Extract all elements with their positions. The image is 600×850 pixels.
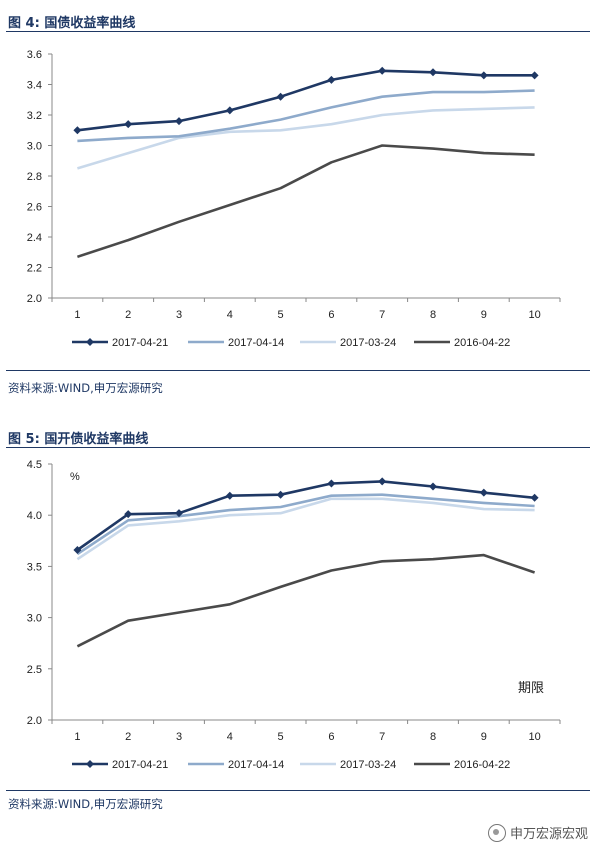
x-tick-label: 9 bbox=[481, 731, 487, 743]
figure-4-source: 资料来源:WIND,申万宏源研究 bbox=[8, 381, 163, 395]
data-point bbox=[175, 117, 183, 126]
watermark: 申万宏源宏观 bbox=[487, 823, 588, 842]
figure-5-bottom-rule bbox=[6, 790, 590, 791]
data-point bbox=[175, 509, 183, 518]
figure-4-bottom-rule bbox=[6, 370, 590, 371]
y-tick-label: 3.5 bbox=[27, 561, 42, 573]
y-tick-label: 3.0 bbox=[27, 613, 42, 625]
series-line-2017-03-24 bbox=[77, 106, 535, 170]
figure-5-rule bbox=[6, 447, 590, 448]
x-tick-label: 4 bbox=[227, 309, 233, 321]
data-point bbox=[378, 477, 387, 486]
x-tick-label: 2 bbox=[125, 309, 131, 321]
legend-label: 2017-03-24 bbox=[340, 759, 396, 771]
y-tick-label: 3.6 bbox=[27, 49, 42, 61]
y-tick-label: 3.2 bbox=[27, 110, 42, 122]
y-tick-label: 2.0 bbox=[27, 715, 42, 727]
wechat-icon bbox=[487, 823, 506, 842]
y-tick-label: 3.0 bbox=[27, 141, 42, 153]
legend-label: 2016-04-22 bbox=[454, 337, 510, 349]
figure-5-source: 资料来源:WIND,申万宏源研究 bbox=[8, 797, 163, 811]
x-tick-label: 3 bbox=[176, 731, 182, 743]
legend-marker bbox=[86, 338, 94, 346]
x-tick-label: 6 bbox=[328, 731, 334, 743]
y-tick-label: 2.6 bbox=[27, 202, 42, 214]
legend-marker bbox=[86, 760, 94, 768]
data-point bbox=[225, 106, 234, 115]
y-tick-label: 2.0 bbox=[27, 293, 42, 305]
legend-label: 2017-04-21 bbox=[112, 337, 168, 349]
figure-5-label: 图 5: bbox=[8, 432, 40, 447]
data-point bbox=[276, 92, 285, 101]
watermark-text: 申万宏源宏观 bbox=[509, 827, 588, 842]
data-point bbox=[429, 68, 437, 77]
data-point bbox=[327, 479, 336, 488]
x-tick-label: 7 bbox=[379, 309, 385, 321]
series-line-2017-04-14 bbox=[76, 493, 535, 556]
y-tick-label: 2.2 bbox=[27, 263, 42, 275]
data-point bbox=[73, 546, 82, 555]
figure-4-title: 图 4: 国债收益率曲线 bbox=[8, 12, 135, 31]
x-tick-label: 6 bbox=[328, 309, 334, 321]
cdb-yield-chart: 2.0 2.5 3.0 3.5 4.0 4.5 1 2 3 4 5 6 7 8 9 10% 期限 2017-04-… bbox=[27, 459, 561, 771]
legend-label: 2016-04-22 bbox=[454, 759, 510, 771]
series-line-2017-04-14 bbox=[77, 89, 535, 143]
series-line-2016-04-22 bbox=[76, 553, 536, 648]
x-tick-label: 1 bbox=[74, 731, 80, 743]
data-point bbox=[530, 493, 539, 502]
y-unit-label: % bbox=[70, 471, 80, 483]
data-point bbox=[225, 491, 234, 500]
data-point bbox=[378, 66, 387, 75]
data-point bbox=[479, 71, 488, 80]
axis-annotation: 期限 bbox=[518, 681, 544, 696]
data-point bbox=[327, 75, 336, 84]
x-tick-label: 3 bbox=[176, 309, 182, 321]
x-tick-label: 8 bbox=[430, 309, 436, 321]
series-line-2017-04-21 bbox=[77, 69, 535, 132]
data-point bbox=[429, 482, 437, 491]
data-point bbox=[124, 120, 133, 129]
series-line-2017-04-21 bbox=[76, 480, 535, 552]
series-line-2017-03-24 bbox=[76, 497, 535, 561]
x-tick-label: 8 bbox=[430, 731, 436, 743]
treasury-yield-chart: 2.0 2.2 2.4 2.6 2.8 3.0 3.2 3.4 3.6 1 2 3 4 5 6 7 8 9 10 20… bbox=[27, 49, 561, 349]
x-tick-label: 5 bbox=[278, 309, 284, 321]
data-point bbox=[479, 488, 488, 497]
legend-label: 2017-04-14 bbox=[228, 337, 284, 349]
figure-4-label: 图 4: bbox=[8, 16, 40, 31]
y-tick-label: 4.5 bbox=[27, 459, 42, 471]
figure-5-title: 图 5: 国开债收益率曲线 bbox=[8, 428, 148, 447]
x-tick-label: 9 bbox=[481, 309, 487, 321]
x-tick-label: 5 bbox=[278, 731, 284, 743]
series-line-2016-04-22 bbox=[76, 144, 535, 259]
legend-label: 2017-04-14 bbox=[228, 759, 284, 771]
data-point bbox=[276, 490, 285, 499]
data-point bbox=[124, 510, 133, 519]
figure-5-caption: 国开债收益率曲线 bbox=[44, 432, 149, 447]
figure-4-caption: 国债收益率曲线 bbox=[44, 16, 136, 31]
figure-4-rule bbox=[6, 31, 590, 32]
x-tick-label: 10 bbox=[528, 731, 540, 743]
y-tick-label: 3.4 bbox=[27, 80, 42, 92]
x-tick-label: 1 bbox=[74, 309, 80, 321]
legend-label: 2017-03-24 bbox=[340, 337, 396, 349]
x-tick-label: 2 bbox=[125, 731, 131, 743]
data-point bbox=[73, 126, 82, 135]
y-tick-label: 2.5 bbox=[27, 664, 42, 676]
y-tick-label: 2.4 bbox=[27, 232, 42, 244]
y-tick-label: 4.0 bbox=[27, 510, 42, 522]
y-tick-label: 2.8 bbox=[27, 171, 42, 183]
data-point bbox=[530, 71, 539, 80]
legend-label: 2017-04-21 bbox=[112, 759, 168, 771]
x-tick-label: 4 bbox=[227, 731, 233, 743]
x-tick-label: 7 bbox=[379, 731, 385, 743]
x-tick-label: 10 bbox=[528, 309, 540, 321]
